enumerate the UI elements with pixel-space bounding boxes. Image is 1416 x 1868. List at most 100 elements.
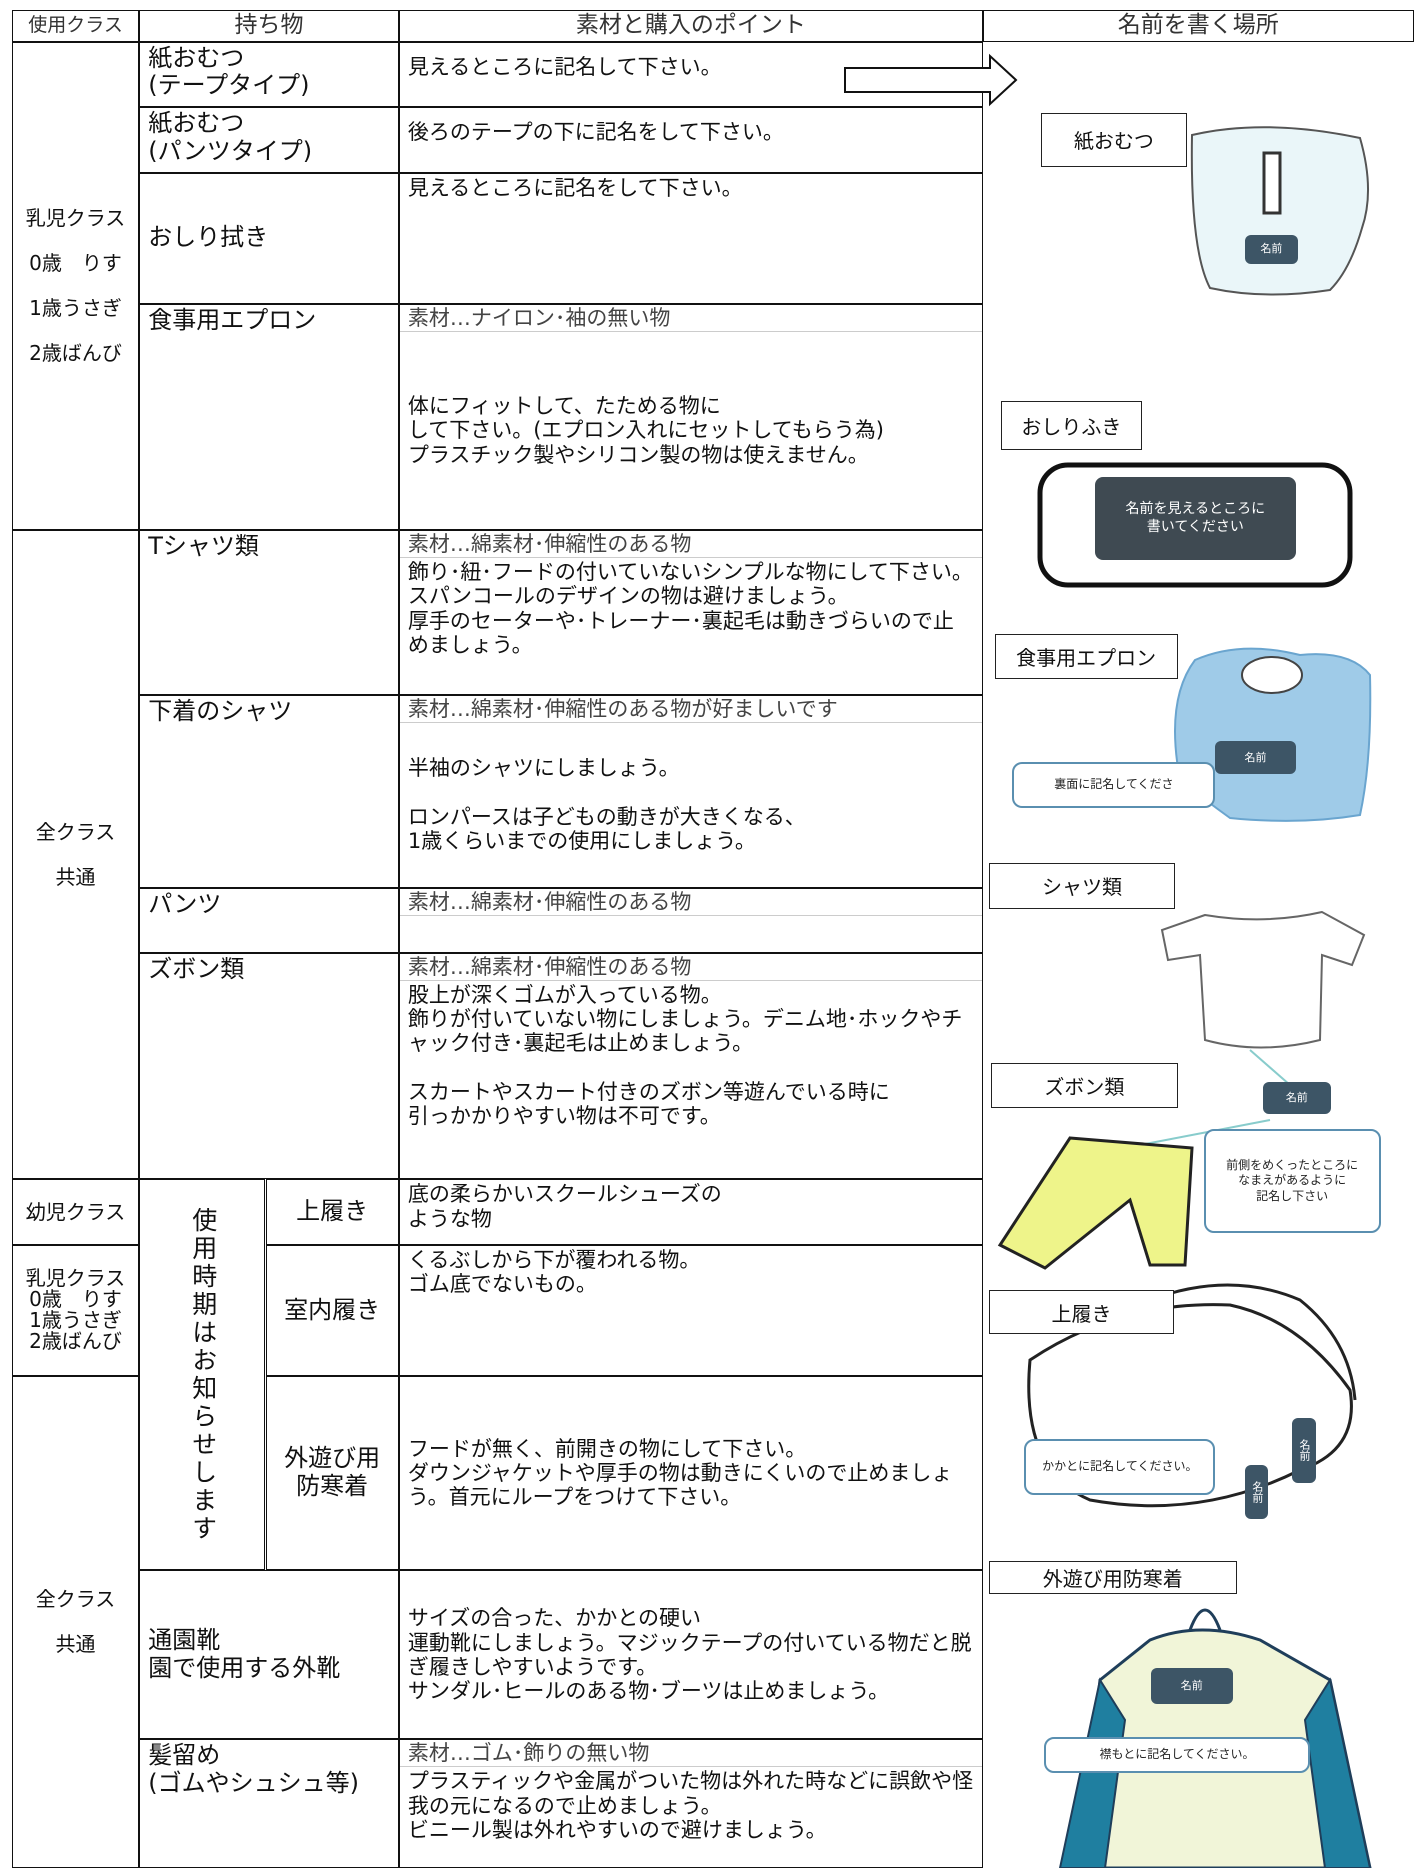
callout: 名前: [1262, 1081, 1332, 1114]
image-label: 外遊び用防寒着: [988, 1560, 1237, 1594]
callout: 名前: [1244, 234, 1298, 265]
connector: [1249, 1049, 1291, 1086]
item-cell: 食事用エプロン: [139, 303, 399, 531]
point-text: 底の柔らかいスクールシューズの ような物: [407, 1182, 722, 1231]
point-cell: 底の柔らかいスクールシューズの ような物: [398, 1179, 983, 1245]
item-cell: Tシャツ類: [139, 530, 399, 695]
usage-note: 使用時期はお知らせします: [139, 1179, 266, 1571]
point-cell: 素材…ナイロン･袖の無い物体にフィットして、たためる物に して下さい。(エプロン…: [398, 303, 983, 531]
point-wrap: 股上が深くゴムが入っている物。 飾りが付いていない物にしましょう。デニム地･ホッ…: [400, 981, 982, 1178]
point-wrap: プラスティックや金属がついた物は外れた時などに誤飲や怪我の元になるので止めましょ…: [400, 1767, 982, 1867]
item-cell: 紙おむつ (パンツタイプ): [139, 107, 399, 173]
point-cell: 見えるところに記名をして下さい。: [398, 172, 983, 304]
callout: 名前: [1215, 741, 1296, 775]
item-cell: おしり拭き: [139, 172, 399, 304]
point-cell: 素材…綿素材･伸縮性のある物 股上が深くゴムが入っている物。 飾りが付いていない物…: [398, 953, 983, 1180]
point-text: 体にフィットして、たためる物に して下さい。(エプロン入れにセットしてもらう為)…: [407, 394, 884, 467]
class-cell: 全クラス 共通: [11, 1375, 140, 1868]
header-cell: 名前を書く場所: [982, 9, 1414, 42]
point-wrap: 後ろのテープの下に記名をして下さい。: [400, 108, 982, 172]
apron-neck: [1241, 656, 1303, 694]
point-text: 半袖のシャツにしましょう。 ロンパースは子どもの動きが大きくなる、 1歳くらいま…: [407, 756, 806, 853]
class-line: 2歳ばんび: [29, 1329, 122, 1354]
shirt: [1160, 910, 1366, 1049]
point-text: くるぶしから下が覆われる物。 ゴム底でないもの。: [407, 1247, 701, 1297]
callout: 裏面に記名してくださ: [1012, 762, 1216, 808]
point-cell: フードが無く、前開きの物にして下さい。 ダウンジャケットや厚手の物は動きにくいの…: [398, 1375, 983, 1571]
image-label: 紙おむつ: [1040, 113, 1188, 167]
image-label: 上履き: [988, 1290, 1175, 1335]
item-cell: 通園靴 園で使用する外靴: [139, 1570, 399, 1740]
item-cell: ズボン類: [139, 953, 399, 1180]
material: 素材…綿素材･伸縮性のある物: [399, 889, 982, 916]
class-line: 共通: [55, 1631, 96, 1656]
image-label: おしりふき: [1000, 401, 1143, 451]
point-text: 後ろのテープの下に記名をして下さい。: [407, 120, 784, 145]
class-line: 1歳うさぎ: [29, 1308, 122, 1333]
callout: 前側をめくったところに なまえがあるように 記名し下さい: [1203, 1129, 1381, 1234]
header-cell: 持ち物: [139, 9, 399, 42]
class-line: 0歳 りす: [29, 250, 122, 275]
point-wrap: 見えるところに記名して下さい。: [400, 43, 982, 107]
item-cell: パンツ: [139, 887, 399, 954]
point-cell: くるぶしから下が覆われる物。 ゴム底でないもの。: [398, 1244, 983, 1376]
material: 素材…綿素材･伸縮性のある物が好ましいです: [399, 696, 982, 723]
point-wrap: フードが無く、前開きの物にして下さい。 ダウンジャケットや厚手の物は動きにくいの…: [400, 1377, 982, 1569]
callout: 名前: [1244, 1465, 1269, 1519]
image-label: 食事用エプロン: [994, 633, 1178, 680]
class-cell: 乳児クラス 0歳 りす 1歳うさぎ 2歳ばんび: [11, 1244, 140, 1376]
header-cell: 素材と購入のポイント: [398, 9, 983, 42]
class-line: 2歳ばんび: [29, 340, 122, 365]
class-line: 幼児クラス: [25, 1199, 126, 1224]
class-line: 共通: [55, 864, 96, 889]
class-cell: 全クラス 共通: [11, 530, 140, 1180]
item-cell: 紙おむつ (テープタイプ): [139, 41, 399, 108]
item-cell: 外遊び用 防寒着: [265, 1375, 399, 1571]
callout: 名前: [1150, 1667, 1234, 1704]
point-wrap: 飾り･紐･フードの付いていないシンプルな物にして下さい。 スパンコールのデザイン…: [400, 558, 982, 693]
point-text: プラスティックや金属がついた物は外れた時などに誤飲や怪我の元になるので止めましょ…: [407, 1769, 974, 1842]
point-text: 飾り･紐･フードの付いていないシンプルな物にして下さい。 スパンコールのデザイン…: [407, 560, 973, 657]
class-cell: 幼児クラス: [11, 1179, 140, 1245]
point-cell: サイズの合った、かかとの硬い 運動靴にしましょう。マジックテープの付いている物だ…: [398, 1570, 983, 1740]
point-wrap: サイズの合った、かかとの硬い 運動靴にしましょう。マジックテープの付いている物だ…: [400, 1571, 982, 1738]
point-text: フードが無く、前開きの物にして下さい。 ダウンジャケットや厚手の物は動きにくいの…: [407, 1436, 953, 1510]
point-wrap: 底の柔らかいスクールシューズの ような物: [400, 1180, 982, 1244]
class-line: 全クラス: [35, 1586, 116, 1611]
material: 素材…綿素材･伸縮性のある物: [399, 531, 982, 559]
class-line: 1歳うさぎ: [29, 295, 122, 320]
material: 素材…ゴム･飾りの無い物: [399, 1740, 982, 1768]
item-cell: 室内履き: [265, 1244, 399, 1376]
class-line: 乳児クラス: [25, 1266, 126, 1291]
class-cell: 乳児クラス 0歳 りす 1歳うさぎ 2歳ばんび: [11, 41, 140, 531]
callout: 襟もとに記名してください。: [1044, 1736, 1310, 1773]
point-wrap: くるぶしから下が覆われる物。 ゴム底でないもの。: [400, 1246, 982, 1375]
arrow: [844, 53, 1018, 107]
point-text: 見えるところに記名をして下さい。: [407, 175, 743, 200]
point-text: サイズの合った、かかとの硬い 運動靴にしましょう。マジックテープの付いている物だ…: [407, 1606, 972, 1703]
point-cell: 素材…綿素材･伸縮性のある物 飾り･紐･フードの付いていないシンプルな物にして下さ…: [398, 530, 983, 695]
image-label: ズボン類: [991, 1062, 1178, 1108]
class-line: 0歳 りす: [29, 1287, 122, 1312]
point-cell: 素材…綿素材･伸縮性のある物が好ましいです半袖のシャツにしましょう。 ロンパース…: [398, 694, 983, 888]
point-wrap: 半袖のシャツにしましょう。 ロンパースは子どもの動きが大きくなる、 1歳くらいま…: [400, 723, 982, 887]
jacket-loop: [1188, 1608, 1222, 1631]
material: 素材…ナイロン･袖の無い物: [399, 305, 982, 332]
diaper-tape: [1262, 151, 1282, 215]
image-label: シャツ類: [988, 862, 1176, 909]
point-wrap: 体にフィットして、たためる物に して下さい。(エプロン入れにセットしてもらう為)…: [400, 332, 982, 529]
jacket-sleeves: [1058, 1677, 1372, 1868]
callout: 名前を見えるところに 書いてください: [1095, 476, 1296, 560]
item-cell: 下着のシャツ: [139, 694, 399, 888]
point-cell: 素材…ゴム･飾りの無い物 プラスティックや金属がついた物は外れた時などに誤飲や怪我…: [398, 1739, 983, 1868]
point-wrap: 見えるところに記名をして下さい。: [400, 174, 982, 303]
class-line: 乳児クラス: [25, 205, 126, 230]
item-cell: 上履き: [265, 1179, 399, 1245]
point-text: 見えるところに記名して下さい。: [407, 54, 722, 79]
shoe: [1149, 1283, 1357, 1401]
point-text: 股上が深くゴムが入っている物。 飾りが付いていない物にしましょう。デニム地･ホッ…: [407, 983, 963, 1128]
